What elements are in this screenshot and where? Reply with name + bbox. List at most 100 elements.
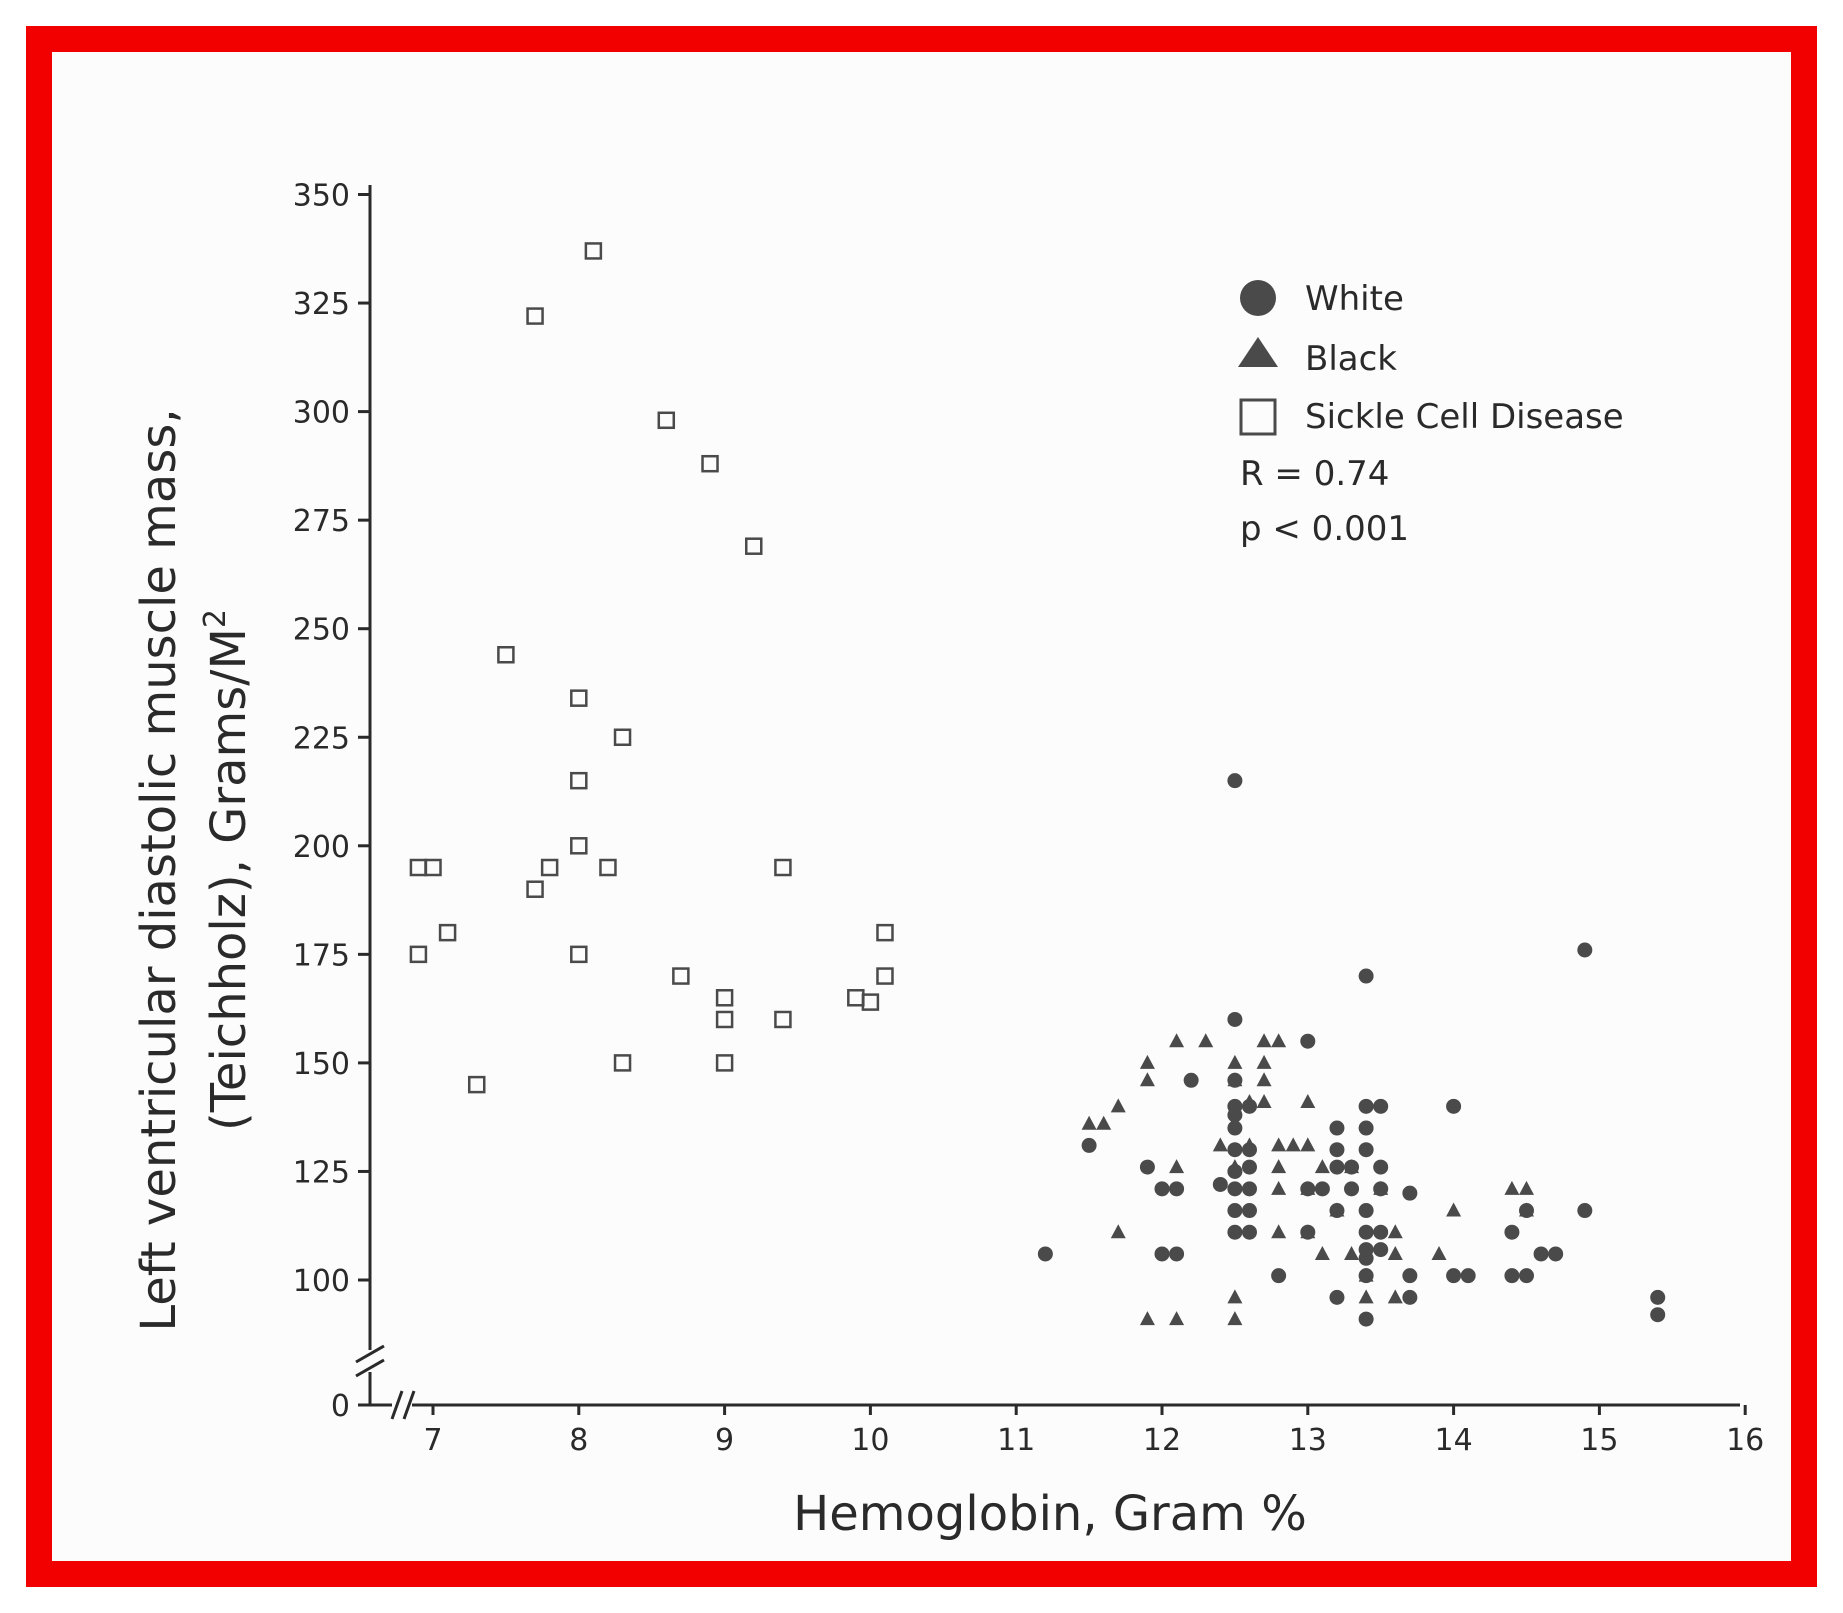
legend-sickle-label: Sickle Cell Disease [1305,397,1624,437]
data-point [1037,1246,1053,1262]
data-point [584,242,603,260]
x-tick-label-8: 8 [569,1423,588,1458]
x-axis-label: Hemoglobin, Gram % [793,1486,1307,1542]
y-tick-label-350: 350 [293,179,350,214]
data-point [1446,1268,1462,1284]
x-tick-label-11: 11 [997,1423,1035,1458]
data-point [1241,1224,1257,1240]
legend-black-marker [1238,337,1278,367]
y-tick-label-250: 250 [293,613,350,648]
data-point [1344,1159,1360,1174]
data-point [1300,1033,1316,1049]
data-point [1519,1268,1534,1284]
data-point [1227,1120,1243,1136]
x-tick-label-15: 15 [1580,1423,1618,1458]
data-point [526,880,544,898]
series-black [1081,1033,1534,1326]
y-tick-label-300: 300 [293,396,350,431]
data-point [1271,1137,1287,1152]
data-point [1241,1137,1257,1152]
data-point [1358,1142,1374,1158]
data-point [570,945,588,964]
data-point [1227,1203,1243,1219]
data-point [613,1054,632,1072]
y-tick-label-175: 175 [293,938,350,973]
data-point [1169,1181,1185,1197]
data-point [1256,1072,1272,1087]
data-point [570,771,588,790]
data-point [1329,1289,1345,1305]
data-point [1344,1181,1360,1197]
y-tick-label-125: 125 [293,1155,350,1190]
legend: White Black Sickle Cell Disease R = 0.74… [1238,279,1624,549]
data-point [1183,1072,1199,1088]
y-tick-label-325: 325 [293,287,350,322]
data-point [1504,1268,1520,1284]
data-point [1358,1098,1374,1114]
data-point [1329,1159,1345,1175]
y-tick-label-150: 150 [293,1047,350,1082]
data-point [1139,1054,1155,1069]
data-point [1227,1289,1243,1304]
data-point [1300,1137,1316,1152]
y-axis-label-line1: Left ventricular diastolic muscle mass, [131,408,187,1331]
data-point [1198,1033,1214,1048]
data-point [1387,1245,1403,1260]
data-point [1373,1159,1389,1175]
data-point [599,858,617,877]
data-point [1344,1245,1360,1260]
data-point [1358,1311,1374,1327]
p-value-annotation: p < 0.001 [1240,509,1409,549]
data-point [1329,1202,1345,1217]
data-point [1169,1246,1185,1262]
data-point [409,858,428,877]
data-point [1271,1033,1287,1048]
data-point [1256,1033,1272,1048]
data-point [1154,1246,1170,1262]
data-point [1358,1203,1374,1219]
data-point [526,307,544,325]
data-point [1139,1159,1155,1175]
data-point [1358,1224,1374,1240]
data-point [409,945,428,964]
data-point [1519,1202,1534,1217]
data-point [1446,1098,1462,1114]
data-point [715,1010,734,1029]
legend-white-marker [1240,280,1276,316]
axes [355,185,1740,1420]
data-point [1300,1180,1316,1195]
data-point [1373,1242,1389,1258]
data-point [1402,1268,1418,1284]
data-point [1169,1033,1185,1048]
data-point [1650,1307,1666,1323]
data-point [1533,1246,1549,1262]
y-tick-label-275: 275 [293,504,350,539]
data-point [1431,1245,1447,1260]
data-point [715,1054,734,1072]
y-axis-label-superscript: 2 [198,609,233,628]
data-point [1154,1181,1170,1197]
data-point [540,858,559,877]
y-axis-label-line2-text: (Teichholz), Grams/M [201,628,257,1131]
data-point [672,967,690,985]
data-point [1577,942,1593,958]
data-point [774,1010,792,1029]
data-point [1329,1120,1345,1136]
data-point [1110,1098,1126,1113]
data-point [1139,1311,1155,1326]
series-sickle-cell-disease [409,242,894,1094]
y-axis-break-mark [355,1344,385,1378]
data-points [409,242,1666,1327]
data-point [1271,1159,1287,1174]
data-point [1577,1203,1593,1219]
data-point [467,1075,486,1094]
data-point [876,967,894,985]
y-tick-label-0: 0 [331,1389,350,1424]
data-point [1241,1203,1257,1219]
data-point [1358,1250,1374,1266]
x-tick-label-12: 12 [1143,1423,1181,1458]
data-point [1314,1181,1330,1197]
data-point [570,689,588,707]
data-point [657,411,676,430]
x-tick-label-13: 13 [1289,1423,1327,1458]
